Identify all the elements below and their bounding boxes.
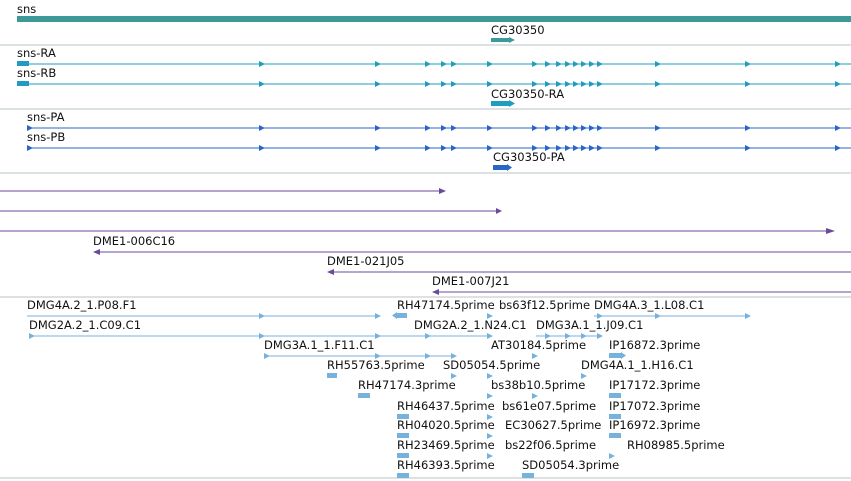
est-feature[interactable]: [29, 333, 493, 339]
est-label: RH46437.5prime: [397, 399, 495, 413]
est-feature[interactable]: [487, 433, 493, 439]
est-label: SD05054.3prime: [522, 458, 619, 472]
est-feature[interactable]: [609, 453, 615, 459]
est-feature[interactable]: [397, 433, 409, 438]
est-feature[interactable]: [609, 414, 621, 419]
est-label: RH23469.5prime: [397, 438, 495, 452]
transcript-row-rb[interactable]: [17, 81, 851, 87]
est-feature[interactable]: [397, 453, 409, 458]
est-label: bs63f12.5prime: [499, 298, 590, 312]
est-feature[interactable]: [487, 453, 493, 459]
gene-track-label: sns: [17, 2, 36, 16]
est-label: RH04020.5prime: [397, 418, 495, 432]
clone-label: DME1-006C16: [93, 234, 175, 248]
exon-arrows: [259, 125, 841, 131]
transcript-gene-label: CG30350-RA: [491, 87, 564, 101]
est-feature[interactable]: [392, 312, 407, 319]
protein-gene-label: CG30350-PA: [493, 150, 565, 164]
clone-label: DME1-007J21: [432, 274, 510, 288]
gene-bar[interactable]: [17, 16, 851, 22]
clone-feature[interactable]: [0, 188, 446, 194]
est-label: SD05054.5prime: [443, 358, 540, 372]
clone-feature[interactable]: [432, 289, 851, 295]
est-label: RH47174.5prime: [397, 298, 495, 312]
est-label: IP17072.3prime: [609, 399, 700, 413]
est-label: DMG2A.2_1.C09.C1: [29, 318, 141, 332]
clone-feature[interactable]: [93, 249, 851, 255]
est-label: DMG4A.1_1.H16.C1: [581, 358, 694, 372]
gene-name-label: CG30350: [491, 23, 545, 37]
transcript-row-ra[interactable]: [17, 61, 851, 67]
est-feature[interactable]: [609, 393, 621, 398]
est-feature[interactable]: [264, 353, 457, 359]
est-label: RH47174.3prime: [358, 378, 456, 392]
protein-gene-glyph[interactable]: [493, 164, 512, 171]
est-label: DMG3A.1_1.F11.C1: [264, 338, 375, 352]
est-feature[interactable]: [581, 373, 587, 379]
est-label: EC30627.5prime: [505, 418, 601, 432]
est-feature[interactable]: [487, 393, 538, 399]
est-label: bs38b10.5prime: [491, 378, 585, 392]
est-label: bs22f06.5prime: [505, 438, 596, 452]
clone-feature[interactable]: [0, 208, 502, 214]
gene-glyph[interactable]: [491, 37, 515, 43]
est-label: IP16972.3prime: [609, 418, 700, 432]
transcript-label-ra: sns-RA: [17, 46, 56, 60]
est-label: DMG4A.2_1.P08.F1: [27, 298, 137, 312]
transcript-gene-glyph[interactable]: [491, 100, 515, 107]
exon-arrows: [259, 81, 841, 87]
est-label: RH08985.5prime: [627, 438, 725, 452]
est-feature[interactable]: [327, 373, 337, 378]
est-feature[interactable]: [27, 313, 381, 319]
est-feature[interactable]: [609, 433, 621, 438]
protein-label-pa: sns-PA: [27, 110, 65, 124]
est-feature[interactable]: [609, 352, 626, 359]
est-feature[interactable]: [532, 353, 538, 359]
clone-feature[interactable]: [327, 269, 851, 275]
est-label: IP17172.3prime: [609, 378, 700, 392]
est-label: DMG3A.1_1.J09.C1: [536, 318, 643, 332]
protein-row-pa[interactable]: [27, 125, 851, 131]
est-label: AT30184.5prime: [491, 338, 586, 352]
est-label: IP16872.3prime: [609, 338, 700, 352]
est-label: DMG4A.3_1.L08.C1: [594, 298, 704, 312]
est-feature[interactable]: [397, 473, 409, 478]
est-feature[interactable]: [594, 313, 751, 319]
est-feature[interactable]: [522, 473, 534, 478]
est-feature[interactable]: [451, 373, 493, 379]
clone-feature[interactable]: [0, 228, 835, 234]
est-feature[interactable]: [487, 313, 493, 319]
exon-arrows: [259, 61, 841, 67]
exon-arrows: [259, 145, 841, 151]
clone-label: DME1-021J05: [327, 254, 405, 268]
est-feature[interactable]: [397, 414, 409, 419]
est-feature[interactable]: [358, 393, 370, 398]
protein-row-pb[interactable]: [27, 145, 851, 151]
protein-label-pb: sns-PB: [27, 130, 65, 144]
est-feature[interactable]: [487, 414, 493, 420]
est-label: RH46393.5prime: [397, 458, 495, 472]
est-feature[interactable]: [536, 333, 603, 339]
est-label: DMG2A.2_1.N24.C1: [414, 318, 527, 332]
est-label: RH55763.5prime: [327, 358, 425, 372]
est-label: bs61e07.5prime: [502, 399, 596, 413]
transcript-label-rb: sns-RB: [17, 66, 56, 80]
